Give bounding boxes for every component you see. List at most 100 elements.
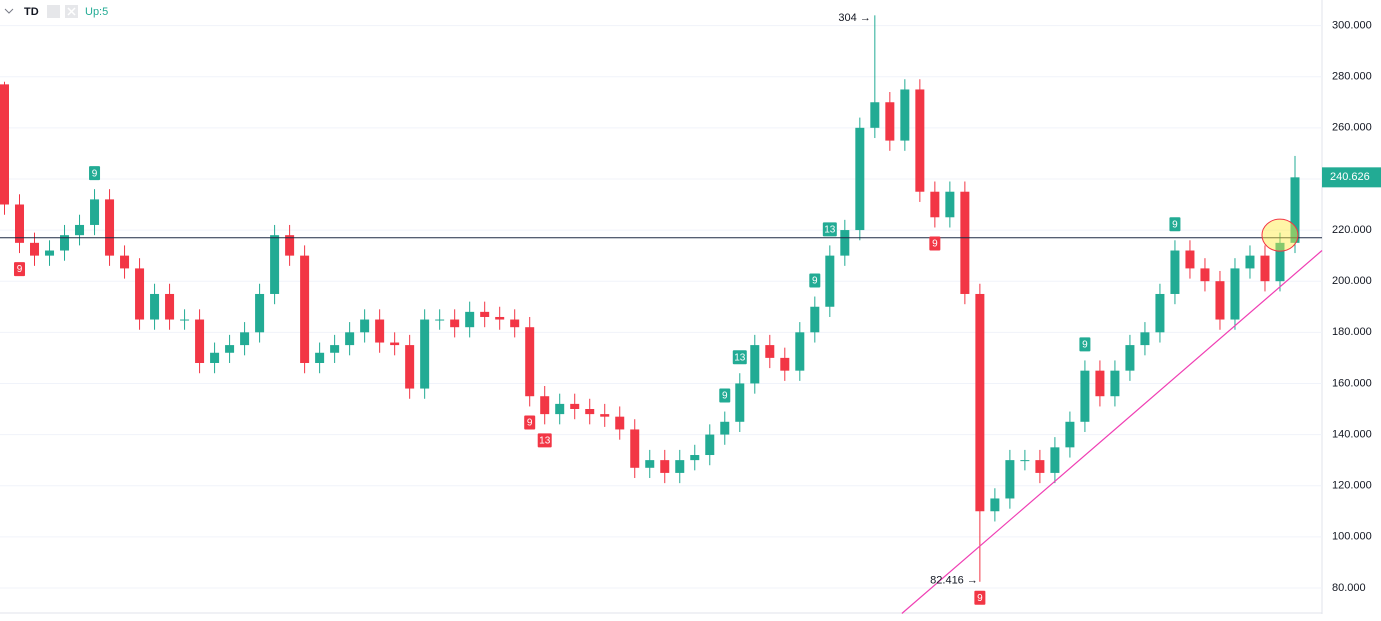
candle-body — [330, 345, 340, 353]
marker-box — [1169, 217, 1181, 232]
candle-body — [840, 230, 850, 256]
candle-body — [285, 235, 295, 256]
candle-body — [1275, 242, 1285, 282]
candle-body — [150, 293, 160, 320]
marker-label: 9 — [92, 168, 98, 179]
candle-body — [360, 319, 370, 333]
candle-body — [225, 345, 235, 353]
candle-body — [495, 316, 505, 320]
candle-body — [1170, 250, 1180, 294]
candle-body — [990, 498, 1000, 512]
marker-box — [929, 236, 941, 251]
min-label: 82.416 → — [930, 575, 978, 587]
candle-body — [930, 191, 940, 218]
candle-body — [960, 191, 970, 294]
candle-body — [885, 102, 895, 141]
marker-label: 13 — [824, 225, 836, 236]
y-tick-label: 140.000 — [1332, 428, 1372, 440]
candle-body — [15, 204, 25, 243]
candle-body — [855, 127, 865, 231]
candle-body — [525, 327, 535, 397]
candle-body — [825, 255, 835, 307]
marker-label: 9 — [932, 239, 938, 250]
candle-body — [210, 352, 220, 363]
marker-label: 9 — [812, 276, 818, 287]
candle-body — [1185, 250, 1195, 269]
close-x — [67, 7, 76, 16]
candle-body — [1215, 281, 1225, 320]
candle-body — [480, 311, 490, 317]
marker-label: 9 — [1082, 340, 1088, 351]
marker-box — [89, 166, 101, 181]
marker-box — [719, 388, 731, 403]
candle-body — [675, 460, 685, 473]
marker-box — [732, 350, 747, 365]
y-tick-label: 260.000 — [1332, 122, 1372, 134]
candle-body — [1110, 370, 1120, 397]
last-price-label: 240.626 — [1330, 171, 1370, 183]
candle-body — [1050, 447, 1060, 473]
settings-icon[interactable] — [47, 5, 60, 18]
marker-box — [524, 415, 536, 430]
candle-body — [540, 396, 550, 415]
candle-body — [1080, 370, 1090, 422]
marker-box — [537, 433, 552, 448]
candle-body — [945, 191, 955, 218]
candle-body — [390, 342, 400, 346]
candle-body — [180, 319, 190, 321]
candle-body — [60, 235, 70, 251]
candle-body — [615, 416, 625, 430]
last-price-box — [1322, 167, 1381, 188]
y-tick-label: 120.000 — [1332, 480, 1372, 492]
candle-body — [420, 319, 430, 389]
marker-label: 9 — [527, 418, 533, 429]
marker-label: 9 — [722, 391, 728, 402]
candle-body — [465, 311, 475, 328]
candle-body — [1290, 177, 1300, 243]
candle-body — [555, 403, 565, 415]
collapse-icon[interactable] — [4, 8, 14, 14]
candle-body — [30, 242, 40, 256]
candle-body — [0, 84, 10, 205]
candle-body — [735, 383, 745, 422]
candle-body — [405, 345, 415, 389]
candle-body — [1200, 268, 1210, 282]
candle-body — [660, 460, 670, 473]
candle-body — [645, 460, 655, 468]
candle-body — [375, 319, 385, 343]
y-tick-label: 200.000 — [1332, 275, 1372, 287]
candle-body — [1095, 370, 1105, 397]
max-label: 304 → — [838, 12, 870, 24]
candle-body — [345, 332, 355, 346]
y-tick-label: 300.000 — [1332, 19, 1372, 31]
y-tick-label: 80.000 — [1332, 582, 1366, 594]
candle-body — [1035, 460, 1045, 473]
candle-body — [630, 429, 640, 468]
candle-body — [315, 352, 325, 363]
candle-body — [1260, 255, 1270, 282]
candle-body — [90, 199, 100, 225]
marker-box — [1079, 337, 1091, 352]
candle-body — [810, 306, 820, 333]
candle-body — [255, 293, 265, 333]
y-tick-label: 100.000 — [1332, 531, 1372, 543]
indicator: Up:5 — [85, 6, 108, 18]
y-tick-label: 180.000 — [1332, 326, 1372, 338]
candle-body — [720, 421, 730, 435]
candle-body — [1125, 345, 1135, 371]
candle-body — [75, 224, 85, 236]
candle-body — [1140, 332, 1150, 346]
candle-body — [1005, 460, 1015, 499]
marker-box — [809, 273, 821, 288]
marker-label: 13 — [734, 352, 746, 363]
candle-body — [870, 102, 880, 128]
marker-label: 13 — [539, 435, 551, 446]
y-tick-label: 280.000 — [1332, 71, 1372, 83]
marker-label: 9 — [17, 264, 23, 275]
candle-body — [900, 89, 910, 141]
highlight-circle — [1261, 218, 1299, 252]
candle-body — [690, 455, 700, 461]
plot: 9 9 9 13 9 13 9 13 9 9 9 9 304 → 82.416 → — [0, 12, 1323, 614]
